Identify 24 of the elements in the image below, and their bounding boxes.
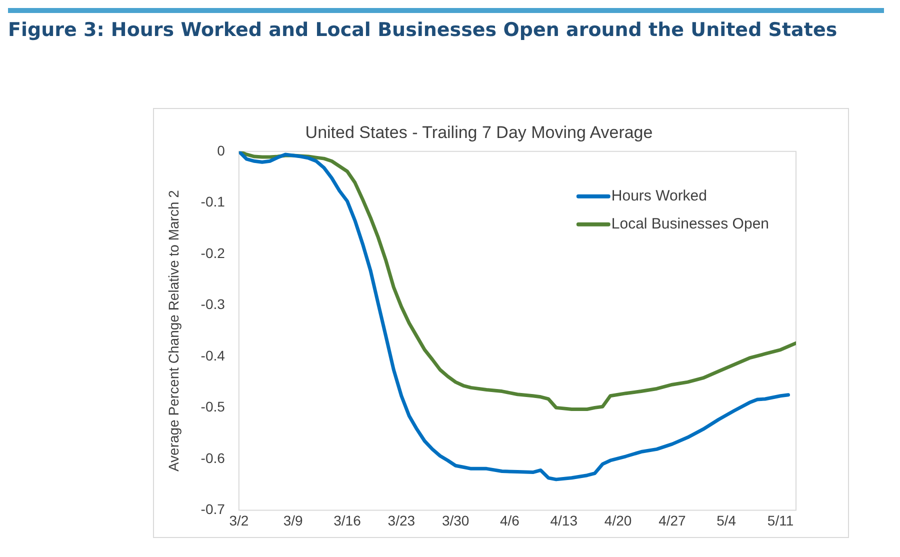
legend-label: Hours Worked — [611, 188, 707, 205]
y-tick-label: -0.6 — [200, 450, 226, 466]
x-tick-label: 3/23 — [388, 512, 416, 528]
chart-title: Figure 3: Hours Worked and Local Businesses Open around the United States — [8, 8, 884, 41]
x-tick-label: 3/30 — [442, 512, 470, 528]
x-tick-label: 3/16 — [334, 512, 362, 528]
x-tick-label: 4/20 — [604, 512, 632, 528]
x-tick-label: 5/11 — [767, 512, 794, 528]
y-tick-label: -0.7 — [200, 501, 226, 518]
y-tick-label: -0.3 — [200, 296, 226, 312]
y-axis-title: Average Percent Change Relative to March 2 — [165, 190, 182, 472]
x-tick-label: 4/27 — [658, 512, 686, 528]
y-tick-label: -0.5 — [200, 398, 226, 415]
y-tick-label: -0.1 — [200, 194, 226, 210]
x-tick-label: 3/2 — [229, 512, 249, 528]
x-tick-label: 4/13 — [550, 512, 578, 528]
y-tick-label: 0 — [217, 142, 226, 158]
chart-subtitle: United States - Trailing 7 Day Moving Average — [305, 122, 653, 142]
y-tick-label: -0.2 — [200, 244, 226, 261]
legend-label: Local Businesses Open — [611, 216, 770, 233]
x-tick-label: 3/9 — [283, 512, 304, 528]
x-tick-label: 4/6 — [500, 512, 520, 528]
y-tick-label: -0.4 — [200, 347, 226, 364]
x-tick-label: 5/4 — [716, 512, 736, 528]
